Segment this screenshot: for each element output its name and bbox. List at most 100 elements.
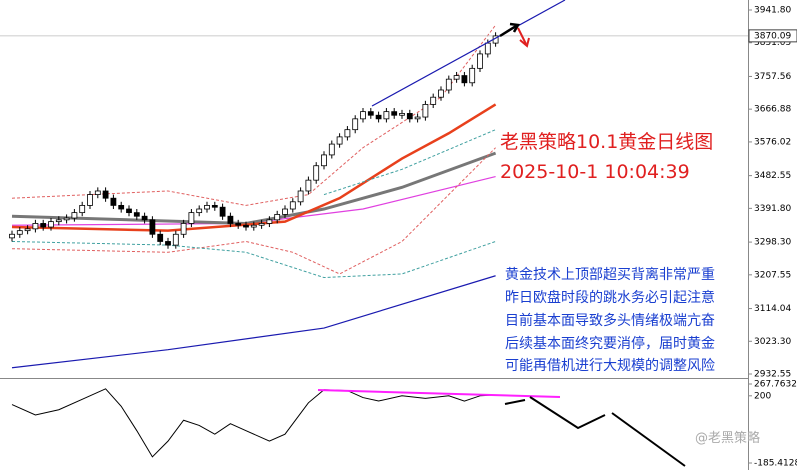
candle-body	[24, 228, 31, 232]
annotation-line: 目前基本面导致多头情绪极端亢奋	[505, 312, 715, 329]
candle-body	[219, 206, 226, 217]
y-tick-label: 3576.02	[754, 137, 791, 147]
annotation-line: 昨日欧盘时段的跳水务必引起注意	[505, 289, 715, 306]
annotation-block: 黄金技术上顶部超买背离非常严重 昨日欧盘时段的跳水务必引起注意 目前基本面导致多…	[505, 266, 715, 374]
candle-body	[87, 194, 93, 206]
line	[11, 388, 496, 458]
y-tick-label: 3482.55	[754, 171, 791, 181]
candle-body	[438, 89, 444, 98]
line	[323, 129, 496, 196]
candle-body	[157, 233, 164, 242]
y-tick-label: 3757.56	[754, 72, 791, 82]
candle-body	[477, 53, 483, 69]
candle-body	[79, 205, 86, 214]
y-tick-label: 200	[754, 391, 771, 401]
candle-body	[266, 219, 273, 224]
candle-body	[250, 224, 257, 228]
candle-body	[282, 208, 288, 215]
candle-body	[367, 111, 374, 116]
candle-body	[297, 190, 304, 203]
candle-body	[461, 75, 468, 84]
candle-body	[9, 233, 15, 239]
candle-body	[55, 219, 62, 223]
candle-body	[328, 143, 335, 156]
line	[11, 240, 496, 279]
candle-body	[406, 113, 413, 120]
line	[11, 24, 496, 206]
candle-body	[274, 214, 281, 221]
candle-body	[235, 223, 242, 226]
trend-line	[371, 0, 566, 107]
candle-body	[243, 224, 249, 228]
candle-body	[336, 136, 343, 145]
candle-body	[149, 219, 156, 235]
candle-body	[165, 241, 171, 246]
y-tick-label: 3391.80	[754, 204, 791, 214]
candle-body	[102, 190, 109, 199]
candle-body	[118, 205, 125, 210]
y-tick-label: 3207.55	[754, 270, 791, 280]
candle-body	[383, 111, 390, 120]
candle-body	[188, 212, 195, 224]
candle-body	[48, 221, 54, 228]
candle-body	[344, 129, 351, 138]
candle-body	[469, 67, 476, 84]
candle-body	[63, 217, 70, 221]
candle-body	[196, 208, 203, 214]
candle-body	[40, 223, 47, 228]
annotation-time: 2025-10-1 10:04:39	[500, 161, 690, 183]
candle-body	[172, 233, 179, 246]
line	[11, 147, 496, 275]
candle-body	[313, 165, 320, 181]
annotation-line: 后续基本面终究要消停，届时黄金	[505, 335, 715, 352]
y-tick-label: 3023.30	[754, 337, 791, 347]
last-price-label: 3870.09	[754, 31, 791, 41]
candle-body	[352, 118, 359, 131]
y-tick-label: 3941.80	[754, 5, 791, 15]
candle-body	[133, 212, 140, 217]
watermark: @老黑策略	[695, 430, 760, 446]
y-tick-label: 2932.55	[754, 370, 791, 380]
candle-body	[445, 78, 452, 91]
line	[11, 175, 496, 226]
y-tick-label: 267.7632	[754, 379, 797, 389]
candle-body	[71, 212, 78, 219]
candle-body	[375, 114, 382, 120]
candle-body	[227, 215, 234, 224]
candle-body	[126, 208, 132, 214]
candle-body	[141, 215, 148, 221]
candle-body	[289, 201, 296, 210]
candle-body	[258, 223, 265, 226]
y-tick-label: 3114.04	[754, 304, 791, 314]
candle-body	[204, 205, 210, 210]
annotation-line: 可能再借机进行大规模的调整风险	[505, 358, 715, 374]
arrow	[499, 22, 521, 38]
candle-body	[414, 116, 421, 120]
y-tick-label: 3298.30	[754, 238, 791, 248]
candle-body	[360, 111, 366, 120]
candle-body	[211, 205, 218, 208]
candle-body	[321, 154, 327, 167]
candle-body	[422, 104, 429, 118]
candle-body	[391, 111, 398, 116]
y-tick-label: 3851.05	[754, 38, 791, 48]
arrow	[517, 27, 530, 48]
candle-body	[305, 179, 312, 192]
candle-body	[430, 96, 437, 105]
line	[11, 151, 497, 225]
y-tick-label: 3666.88	[754, 105, 791, 115]
candle-body	[110, 197, 117, 206]
candle-body	[180, 223, 187, 235]
divergence-line	[317, 389, 561, 398]
last-price-box	[748, 29, 797, 43]
y-tick-label: -185.4128	[754, 458, 797, 468]
candle-body	[484, 42, 491, 55]
arrow	[504, 396, 686, 467]
annotation-line: 黄金技术上顶部超买背离非常严重	[505, 266, 715, 283]
candle-body	[399, 113, 405, 116]
candle-body	[16, 230, 23, 235]
candle-body	[94, 190, 101, 195]
candle-body	[453, 75, 460, 80]
